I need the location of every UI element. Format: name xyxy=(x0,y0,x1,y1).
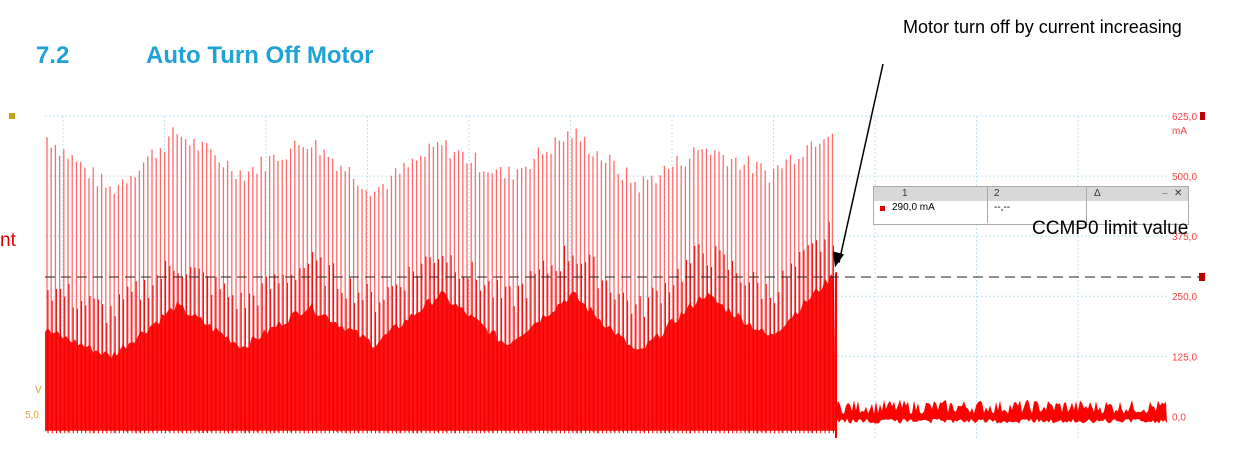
current-pulse-trace xyxy=(46,127,834,434)
cursor-col-1: 1 xyxy=(902,188,908,199)
cursor-readout-header: 1 2 Δ _ ✕ xyxy=(874,184,1188,201)
left-axis-unit: V xyxy=(35,385,42,396)
clipped-axis-label: nt xyxy=(0,230,16,251)
limit-value-label: CCMP0 limit value xyxy=(1032,218,1189,239)
left-channel-marker-icon xyxy=(9,113,15,119)
cursor-value-2: --,-- xyxy=(994,202,1011,213)
channel-marker-icon xyxy=(1200,112,1205,120)
section-number: 7.2 xyxy=(36,42,70,69)
separator xyxy=(1086,187,1087,223)
channel-marker-icon xyxy=(880,206,885,211)
cursor-readout-panel[interactable]: 1 2 Δ _ ✕ 290,0 mA --,-- xyxy=(873,184,1189,225)
y-tick-label: 250,0 xyxy=(1172,292,1197,303)
minimize-icon[interactable]: _ xyxy=(1162,184,1168,195)
y-tick-label: 500,0 xyxy=(1172,172,1197,183)
separator xyxy=(987,187,988,223)
section-heading: 7.2 Auto Turn Off Motor xyxy=(5,42,373,70)
y-axis-unit: mA xyxy=(1172,126,1187,137)
turn-off-callout: Motor turn off by current increasing xyxy=(903,17,1182,37)
current-trace xyxy=(45,127,1167,438)
cursor-readout-row: 290,0 mA --,-- xyxy=(874,201,1188,215)
arrow-head-icon xyxy=(833,251,844,268)
y-tick-label: 625,0 xyxy=(1172,112,1197,123)
current-dense-spikes xyxy=(47,221,834,434)
section-title: Auto Turn Off Motor xyxy=(146,42,374,69)
close-icon[interactable]: ✕ xyxy=(1174,188,1183,199)
cursor-col-delta: Δ xyxy=(1094,188,1101,199)
callout-arrow-line xyxy=(838,63,884,263)
current-mean-band xyxy=(45,274,836,431)
cursor-col-2: 2 xyxy=(994,188,1000,199)
cursor-value-1: 290,0 mA xyxy=(892,202,935,213)
left-axis-tick: 5,0 xyxy=(25,410,39,421)
y-tick-label: 0,0 xyxy=(1172,412,1186,423)
limit-marker-icon xyxy=(1199,273,1205,281)
current-after-off-trace xyxy=(836,399,1167,424)
y-axis-ticks: 625,0 500,0 375,0 250,0 125,0 0,0 mA V 5,0 xyxy=(9,112,1205,423)
y-tick-label: 375,0 xyxy=(1172,232,1197,243)
chart-overlays xyxy=(45,63,1205,281)
y-tick-label: 125,0 xyxy=(1172,352,1197,363)
